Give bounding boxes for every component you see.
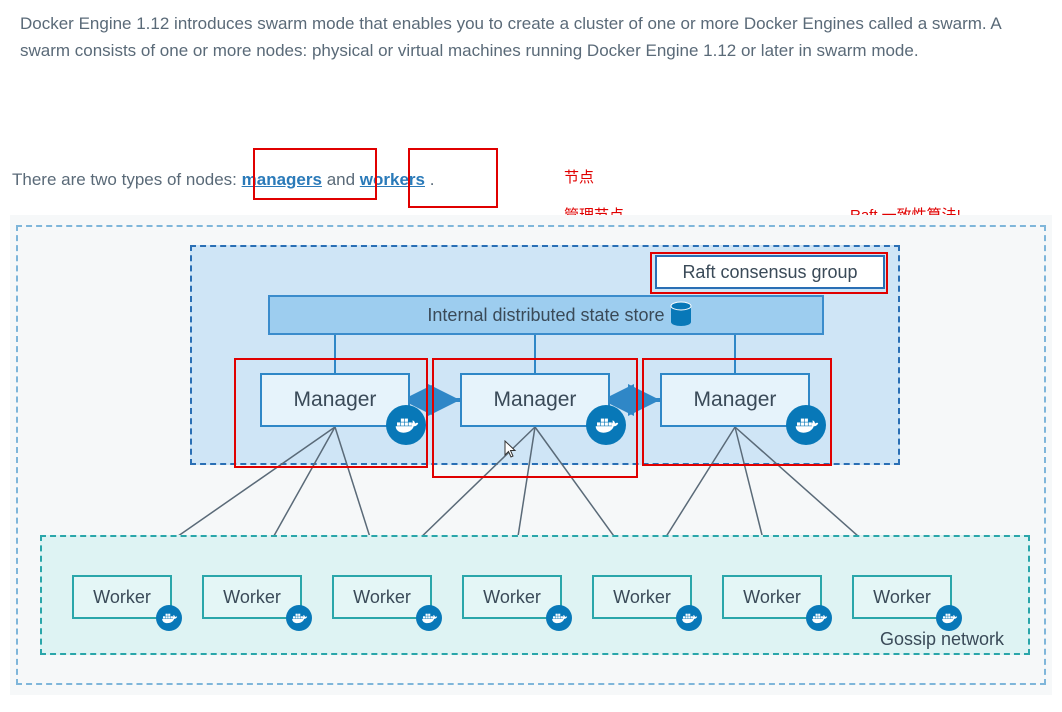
highlight-manager-1 — [234, 358, 428, 468]
docker-whale-icon — [416, 605, 442, 631]
docker-whale-icon — [546, 605, 572, 631]
docker-whale-icon — [936, 605, 962, 631]
intro-paragraph: Docker Engine 1.12 introduces swarm mode… — [0, 0, 1062, 64]
gossip-network-label: Gossip network — [880, 629, 1004, 650]
subline-pre: There are two types of nodes: — [12, 170, 242, 189]
docker-whale-icon — [286, 605, 312, 631]
docker-whale-icon — [676, 605, 702, 631]
docker-whale-icon — [156, 605, 182, 631]
docker-whale-icon — [806, 605, 832, 631]
highlight-managers-word — [253, 148, 377, 200]
highlight-raft-label — [650, 252, 888, 294]
cursor-icon — [504, 440, 518, 463]
anno-node: 节点 — [564, 166, 594, 187]
highlight-workers-word — [408, 148, 498, 208]
highlight-manager-2 — [432, 358, 638, 478]
highlight-manager-3 — [642, 358, 832, 466]
